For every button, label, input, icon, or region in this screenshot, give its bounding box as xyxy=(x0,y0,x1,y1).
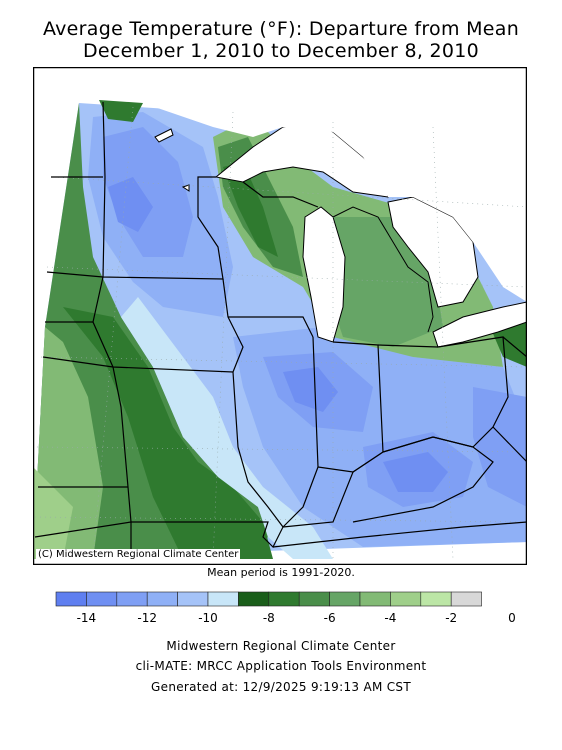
legend-swatch xyxy=(86,591,118,607)
legend-swatch xyxy=(177,591,209,607)
north-blue-deep xyxy=(108,177,153,232)
map-date-range: December 1, 2010 to December 8, 2010 xyxy=(82,40,480,62)
northwest-corner-green xyxy=(99,100,143,122)
legend-tick-label: -8 xyxy=(263,611,275,625)
legend-tick-label: -14 xyxy=(77,611,97,625)
east-blue-core xyxy=(473,387,527,507)
legend-tick-label: -6 xyxy=(324,611,336,625)
temperature-departure-map xyxy=(33,67,527,565)
legend-swatch xyxy=(207,591,239,607)
legend-swatch xyxy=(268,591,300,607)
map-title: Average Temperature (°F): Departure from… xyxy=(42,18,520,40)
legend-swatch xyxy=(390,591,422,607)
map-frame xyxy=(33,67,527,565)
transition-band xyxy=(121,297,333,559)
isle-royale xyxy=(154,128,174,143)
mean-period-note: Mean period is 1991-2020. xyxy=(207,566,355,579)
footer-org: Midwestern Regional Climate Center xyxy=(166,639,396,653)
central-blue-deep xyxy=(283,367,338,412)
footer-generated: Generated at: 12/9/2025 9:19:13 AM CST xyxy=(151,680,411,694)
apostle-islands xyxy=(181,184,190,192)
legend-swatch xyxy=(420,591,452,607)
legend-swatch xyxy=(116,591,148,607)
legend-swatch xyxy=(329,591,361,607)
lake-michigan xyxy=(302,206,346,343)
wisconsin-dark-green xyxy=(223,162,278,257)
west-dark-green xyxy=(63,307,273,559)
legend-swatch xyxy=(55,591,87,607)
footer-tool: cli-MATE: MRCC Application Tools Environ… xyxy=(135,659,427,673)
state-boundaries xyxy=(34,101,527,559)
legend-swatch xyxy=(298,591,330,607)
legend-tick-label: 0 xyxy=(508,611,516,625)
canada-region xyxy=(143,67,527,302)
legend-tick-label: -4 xyxy=(384,611,396,625)
southeast-blue-deep xyxy=(383,452,448,492)
grid-lines xyxy=(34,106,527,560)
legend-swatch xyxy=(359,591,391,607)
legend-swatch xyxy=(238,591,270,607)
legend-swatch xyxy=(146,591,178,607)
legend-tick-label: -10 xyxy=(198,611,218,625)
color-legend: -14 -12 -10 -8 -6 -4 -2 0 xyxy=(55,591,516,625)
legend-tick-label: -12 xyxy=(137,611,157,625)
legend-swatch xyxy=(450,591,482,607)
copyright-notice: (C) Midwestern Regional Climate Center xyxy=(36,549,241,561)
legend-tick-label: -2 xyxy=(445,611,457,625)
